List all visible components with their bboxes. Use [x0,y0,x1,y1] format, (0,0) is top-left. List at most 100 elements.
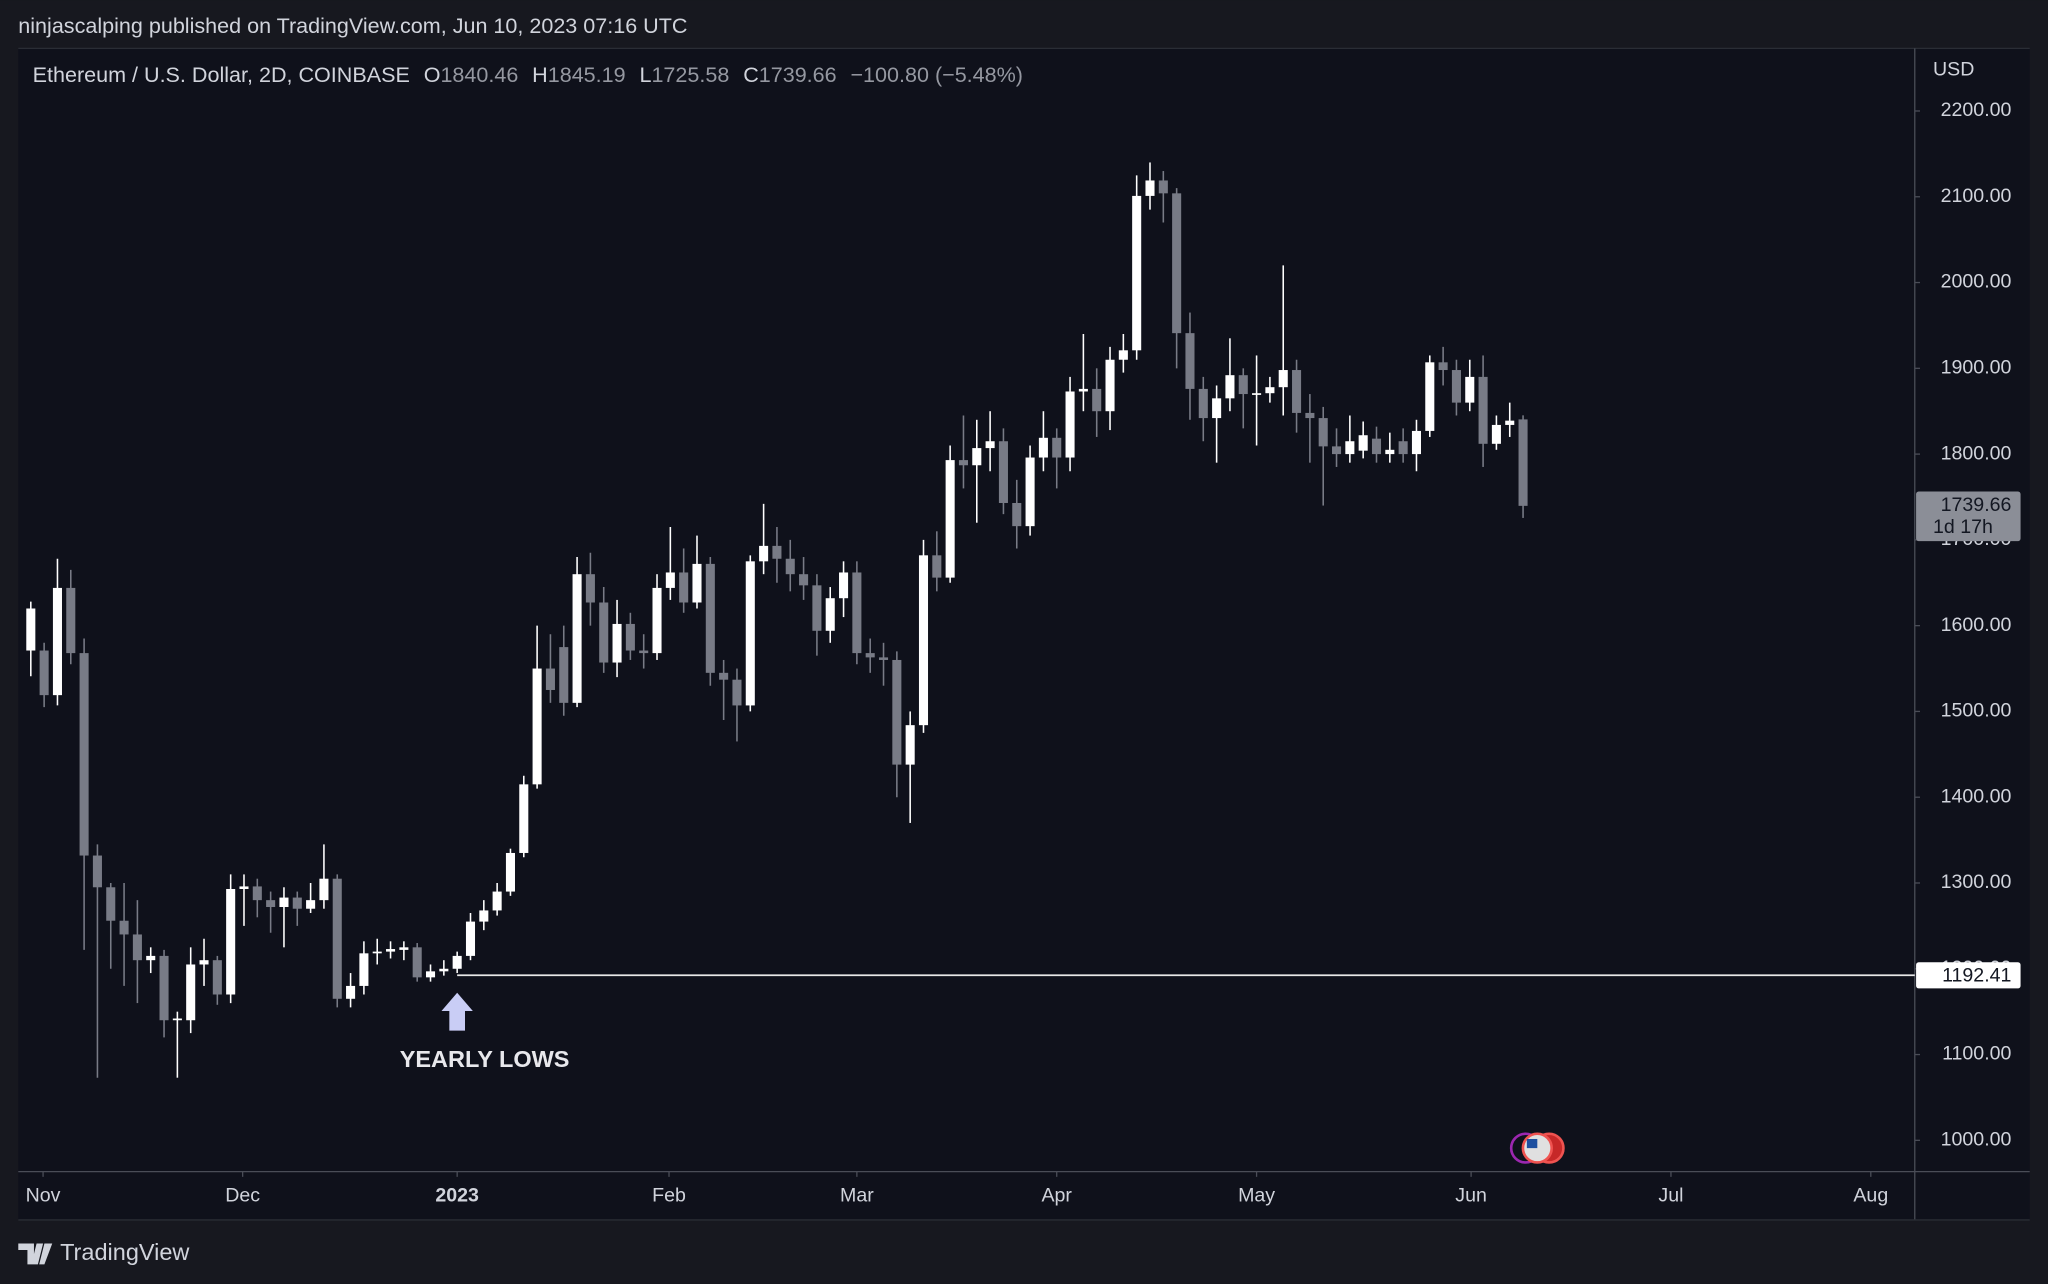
publisher-line: ninjascalping published on TradingView.c… [18,13,687,38]
candle [918,539,929,733]
candle [1212,385,1222,463]
candle [599,587,609,673]
candle [306,882,316,914]
candle [932,531,942,592]
candle [1225,338,1235,412]
x-tick-label: 2023 [435,1185,479,1207]
candle-body [785,558,795,575]
candle-body [1358,435,1368,451]
candle [1145,162,1155,210]
candle [226,874,236,1004]
candle [519,775,529,858]
candle [1105,346,1115,431]
candle [759,503,769,575]
x-tick-label: Apr [1041,1185,1072,1207]
candle-body [1158,180,1168,194]
candle [266,891,276,933]
candle-body [945,460,955,578]
candle [1438,346,1448,386]
candle-body [1185,333,1195,389]
candle-body [652,587,662,654]
candle [812,574,822,656]
candle [106,882,116,969]
candle [292,891,302,926]
candle-body [159,955,169,1021]
x-tick-label: May [1238,1185,1275,1207]
candle-body [399,947,409,950]
candle [1518,415,1528,518]
legend: Ethereum / U.S. Dollar, 2D, COINBASE O18… [33,61,1023,86]
y-tick-label: 2000.00 [1941,271,2012,293]
candle-body [1252,393,1262,395]
candle-body [1518,419,1528,506]
candle [652,574,662,660]
candle-body [519,784,529,853]
candle [186,947,196,1034]
candle [1185,312,1195,420]
candle-body [386,949,396,952]
candle-body [212,960,222,995]
y-tick-label: 1900.00 [1941,356,2012,378]
candle [279,887,289,948]
y-tick-label: 1400.00 [1941,785,2012,807]
candle-body [1105,359,1115,412]
candle [1238,368,1248,429]
candle-body [306,900,316,909]
candle-body [465,921,476,956]
y-tick-label: 1600.00 [1941,614,2012,636]
candle-body [1385,449,1395,455]
candle-body [66,587,76,654]
hline-tag [1916,962,2021,989]
candle-body [1292,370,1302,413]
candle [1331,428,1342,467]
candle-body [425,971,436,978]
candle [39,642,49,708]
ohlc-letter: H [532,61,548,86]
candle-body [1451,370,1461,403]
x-tick-label: Nov [26,1185,61,1207]
flag-canton [1526,1138,1538,1149]
candle [239,874,249,926]
candle-body [745,561,755,706]
candle-body [1132,195,1142,351]
candle-body [585,574,595,603]
candle-body [1118,350,1128,360]
candle-body [346,985,356,999]
candle-body [119,920,129,935]
candle [479,900,489,931]
candle-body [279,897,289,908]
candle [1505,402,1515,437]
candle [465,913,476,961]
y-tick-label: 2200.00 [1941,99,2012,121]
candle [26,601,36,677]
candle-body [1065,391,1075,458]
candle-body [812,585,822,631]
candle [1358,421,1368,459]
candle-body [772,545,782,559]
candle [958,415,968,489]
candle-body [1038,437,1048,458]
candle [346,973,356,1008]
candle-body [1078,388,1088,392]
candle-body [1411,430,1422,455]
candle [319,844,329,909]
y-tick-label: 1000.00 [1941,1128,2012,1150]
candle-body [532,668,542,785]
y-tick-label: 2100.00 [1941,185,2012,207]
price-unit: USD [1933,59,1974,81]
candle-body [199,960,209,965]
candle [66,569,76,665]
candle [1278,265,1288,416]
ohlc-value: 1840.46 [440,61,518,86]
event-icons [1509,1132,1565,1164]
candle-body [572,574,582,703]
candle-body [1212,398,1222,419]
candle-body [825,598,835,631]
annotation-text: YEARLY LOWS [400,1046,570,1072]
candle [852,561,862,665]
candle [1065,376,1075,472]
candle [52,558,62,706]
candle [1305,394,1315,463]
candle [865,638,875,673]
candle [452,951,462,974]
